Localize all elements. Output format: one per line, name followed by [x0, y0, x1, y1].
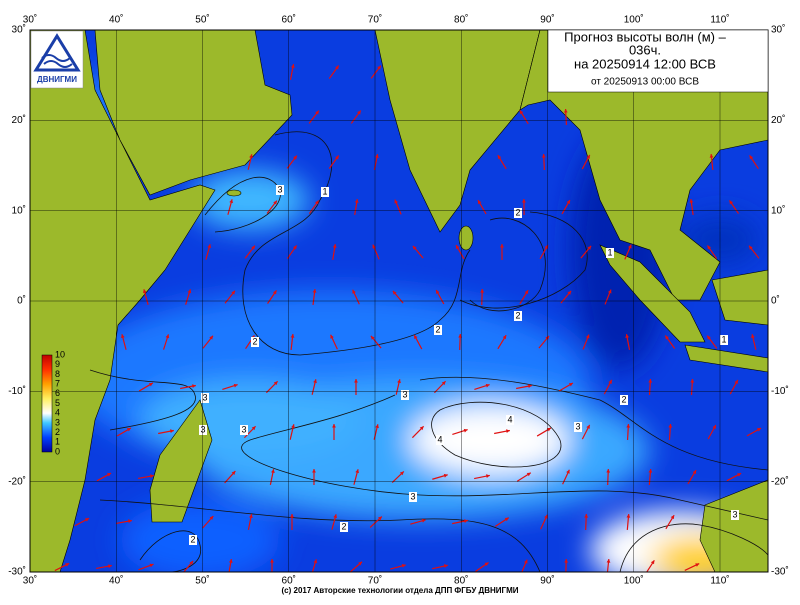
lon-label: 50˚ [195, 575, 209, 587]
contour-label: 3 [200, 424, 205, 434]
contour-label: 1 [322, 186, 327, 196]
colorbar-label: 5 [55, 398, 60, 408]
lat-label: 10˚ [771, 204, 785, 216]
lon-label: 70˚ [368, 14, 382, 26]
title-box: Прогноз высоты волн (м) – 036ч. на 20250… [548, 29, 768, 92]
contour-label: 4 [507, 414, 512, 424]
colorbar-label: 3 [55, 417, 60, 427]
colorbar-label: 9 [55, 359, 60, 369]
contour-label: 2 [621, 394, 626, 404]
contour-label: 3 [277, 184, 282, 194]
lat-label: 0˚ [17, 295, 26, 307]
contour-label: 3 [241, 424, 246, 434]
lat-label: 20˚ [771, 114, 785, 126]
lon-label: 110˚ [710, 14, 729, 26]
lon-label: 100˚ [624, 575, 644, 587]
colorbar-label: 1 [55, 437, 60, 447]
contour-label: 2 [190, 534, 195, 544]
contour-label: 3 [410, 491, 415, 501]
lat-label: -20˚ [8, 475, 26, 487]
lat-label: -30˚ [771, 566, 789, 578]
subtitle: от 20250913 00:00 ВСВ [591, 77, 699, 88]
colorbar-label: 6 [55, 388, 60, 398]
lon-label: 80˚ [454, 14, 468, 26]
colorbar-label: 2 [55, 427, 60, 437]
lon-label: 90˚ [540, 14, 554, 26]
contour-label: 2 [252, 336, 257, 346]
lat-label: 30˚ [12, 24, 26, 36]
colorbar-label: 4 [55, 408, 60, 418]
contour-label: 4 [437, 434, 442, 444]
lat-label: -20˚ [771, 475, 789, 487]
lat-label: 0˚ [771, 295, 780, 307]
lon-label: 50˚ [195, 14, 209, 26]
contour-label: 1 [721, 334, 726, 344]
lon-label: 100˚ [624, 14, 644, 26]
title-line: на 20250914 12:00 ВСВ [574, 56, 716, 71]
contour-label: 3 [202, 392, 207, 402]
lon-label: 90˚ [540, 575, 554, 587]
colorbar-label: 8 [55, 369, 60, 379]
lon-label: 80˚ [454, 575, 468, 587]
copyright: (c) 2017 Авторские технологии отдела ДПП… [282, 586, 519, 595]
contour-label: 2 [435, 324, 440, 334]
contour-label: 2 [515, 310, 520, 320]
contour-label: 3 [732, 509, 737, 519]
contour-label: 3 [575, 421, 580, 431]
logo: ДВНИГМИ [31, 31, 83, 88]
lat-label: -30˚ [8, 566, 26, 578]
lon-label: 60˚ [282, 14, 296, 26]
lat-label: 30˚ [771, 24, 785, 36]
lon-label: 40˚ [109, 575, 123, 587]
colorbar-label: 7 [55, 378, 60, 388]
contour-label: 1 [607, 247, 612, 257]
lat-label: -10˚ [8, 385, 26, 397]
title-line: 036ч. [629, 42, 661, 57]
lat-label: -10˚ [771, 385, 789, 397]
lon-label: 110˚ [710, 575, 729, 587]
lat-label: 20˚ [12, 114, 26, 126]
lon-label: 70˚ [368, 575, 382, 587]
colorbar-label: 0 [55, 446, 60, 456]
lat-label: 10˚ [12, 204, 26, 216]
logo-text: ДВНИГМИ [37, 75, 77, 84]
contour-label: 2 [341, 521, 346, 531]
contour-label: 2 [515, 207, 520, 217]
contour-label: 3 [402, 389, 407, 399]
lon-label: 40˚ [109, 14, 123, 26]
lon-label: 60˚ [282, 575, 296, 587]
colorbar-label: 10 [55, 349, 65, 359]
